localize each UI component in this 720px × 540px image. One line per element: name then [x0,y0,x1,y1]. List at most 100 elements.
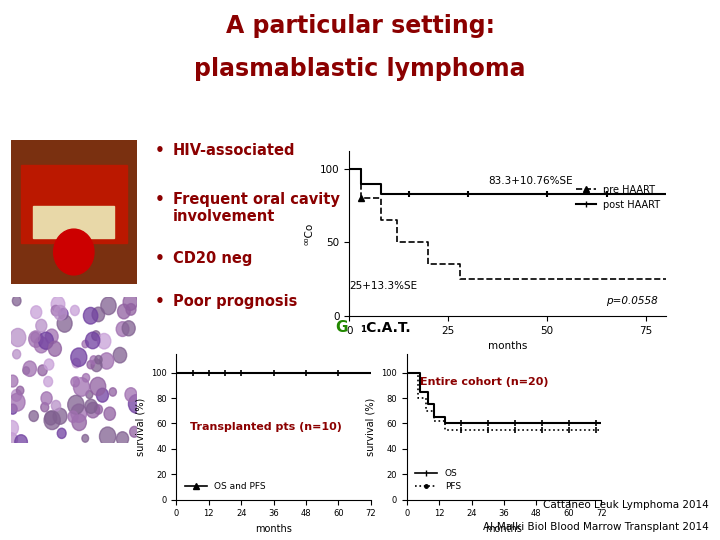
Text: •: • [155,192,165,207]
Circle shape [116,322,129,336]
Circle shape [38,365,48,376]
X-axis label: months: months [485,524,523,534]
Circle shape [15,435,27,449]
Circle shape [99,353,114,369]
Circle shape [36,319,47,332]
Circle shape [90,356,97,364]
Text: •: • [155,251,165,266]
Circle shape [130,427,139,437]
Circle shape [84,307,98,324]
Bar [34,206,114,238]
Circle shape [82,435,89,442]
X-axis label: months: months [488,341,527,351]
Text: CD20 neg: CD20 neg [173,251,252,266]
Circle shape [128,395,145,413]
Text: p=0.0558: p=0.0558 [606,296,658,306]
Circle shape [44,376,53,387]
Circle shape [9,404,17,414]
Circle shape [44,359,54,370]
Circle shape [29,410,38,422]
Circle shape [35,337,48,353]
Text: Cattaneo Leuk Lymphoma 2014: Cattaneo Leuk Lymphoma 2014 [544,500,709,510]
Circle shape [51,305,60,316]
Circle shape [6,421,19,436]
Circle shape [125,388,137,401]
Circle shape [44,411,60,429]
Circle shape [117,432,129,446]
Circle shape [58,428,66,438]
Circle shape [82,340,89,348]
Circle shape [23,367,30,374]
Circle shape [122,321,135,336]
Circle shape [23,361,37,376]
Text: A particular setting:: A particular setting: [225,14,495,37]
Circle shape [72,414,86,430]
Circle shape [97,333,111,349]
Circle shape [73,377,89,396]
Circle shape [92,307,104,322]
Circle shape [123,294,138,310]
Circle shape [85,399,97,413]
Text: Al-Malki Biol Blood Marrow Transplant 2014: Al-Malki Biol Blood Marrow Transplant 20… [483,522,709,532]
Circle shape [91,330,100,340]
Circle shape [48,341,61,356]
Legend: OS and PFS: OS and PFS [181,479,269,495]
Circle shape [73,377,80,384]
Circle shape [99,427,116,446]
Circle shape [86,402,99,418]
Circle shape [71,404,86,422]
Circle shape [117,304,130,319]
Text: 25+13.3%SE: 25+13.3%SE [349,281,418,292]
Circle shape [71,377,79,387]
Text: •: • [155,143,165,158]
Text: •: • [155,294,165,309]
Circle shape [68,411,78,422]
Circle shape [94,405,102,414]
Text: 83.3+10.76%SE: 83.3+10.76%SE [488,176,572,186]
Circle shape [91,359,102,372]
Bar [21,165,127,244]
Circle shape [113,347,127,363]
Y-axis label: survival (%): survival (%) [135,397,145,456]
Circle shape [29,331,43,347]
Circle shape [31,306,42,319]
Circle shape [86,390,93,399]
Text: ₁C.A.T.: ₁C.A.T. [360,321,410,335]
Circle shape [71,306,79,315]
Circle shape [8,375,18,387]
Circle shape [45,411,57,425]
Circle shape [13,349,21,359]
Circle shape [12,296,21,306]
Circle shape [90,377,106,395]
Text: HIV-associated: HIV-associated [173,143,295,158]
Circle shape [54,229,94,275]
Circle shape [86,332,100,349]
Circle shape [68,395,84,414]
Y-axis label: ⁰⁰Co: ⁰⁰Co [305,222,315,245]
Circle shape [51,296,65,312]
Circle shape [54,306,67,320]
Circle shape [82,374,90,382]
Circle shape [109,388,117,396]
Circle shape [58,308,68,320]
Circle shape [101,297,116,315]
Circle shape [9,393,25,411]
Circle shape [41,392,52,405]
Circle shape [71,348,87,367]
Y-axis label: survival (%): survival (%) [366,397,376,456]
Legend: OS, PFS: OS, PFS [411,465,464,495]
Circle shape [41,403,49,412]
Circle shape [53,408,67,424]
Text: Transplanted pts (n=10): Transplanted pts (n=10) [190,422,342,432]
Circle shape [87,361,94,369]
Text: G: G [336,320,348,335]
Circle shape [45,329,58,344]
Text: Entire cohort (n=20): Entire cohort (n=20) [420,377,549,387]
Text: Poor prognosis: Poor prognosis [173,294,297,309]
Circle shape [95,355,102,364]
Circle shape [96,388,109,402]
Circle shape [6,433,17,446]
Text: Frequent oral cavity
involvement: Frequent oral cavity involvement [173,192,340,224]
Circle shape [10,328,26,347]
Circle shape [12,389,22,401]
